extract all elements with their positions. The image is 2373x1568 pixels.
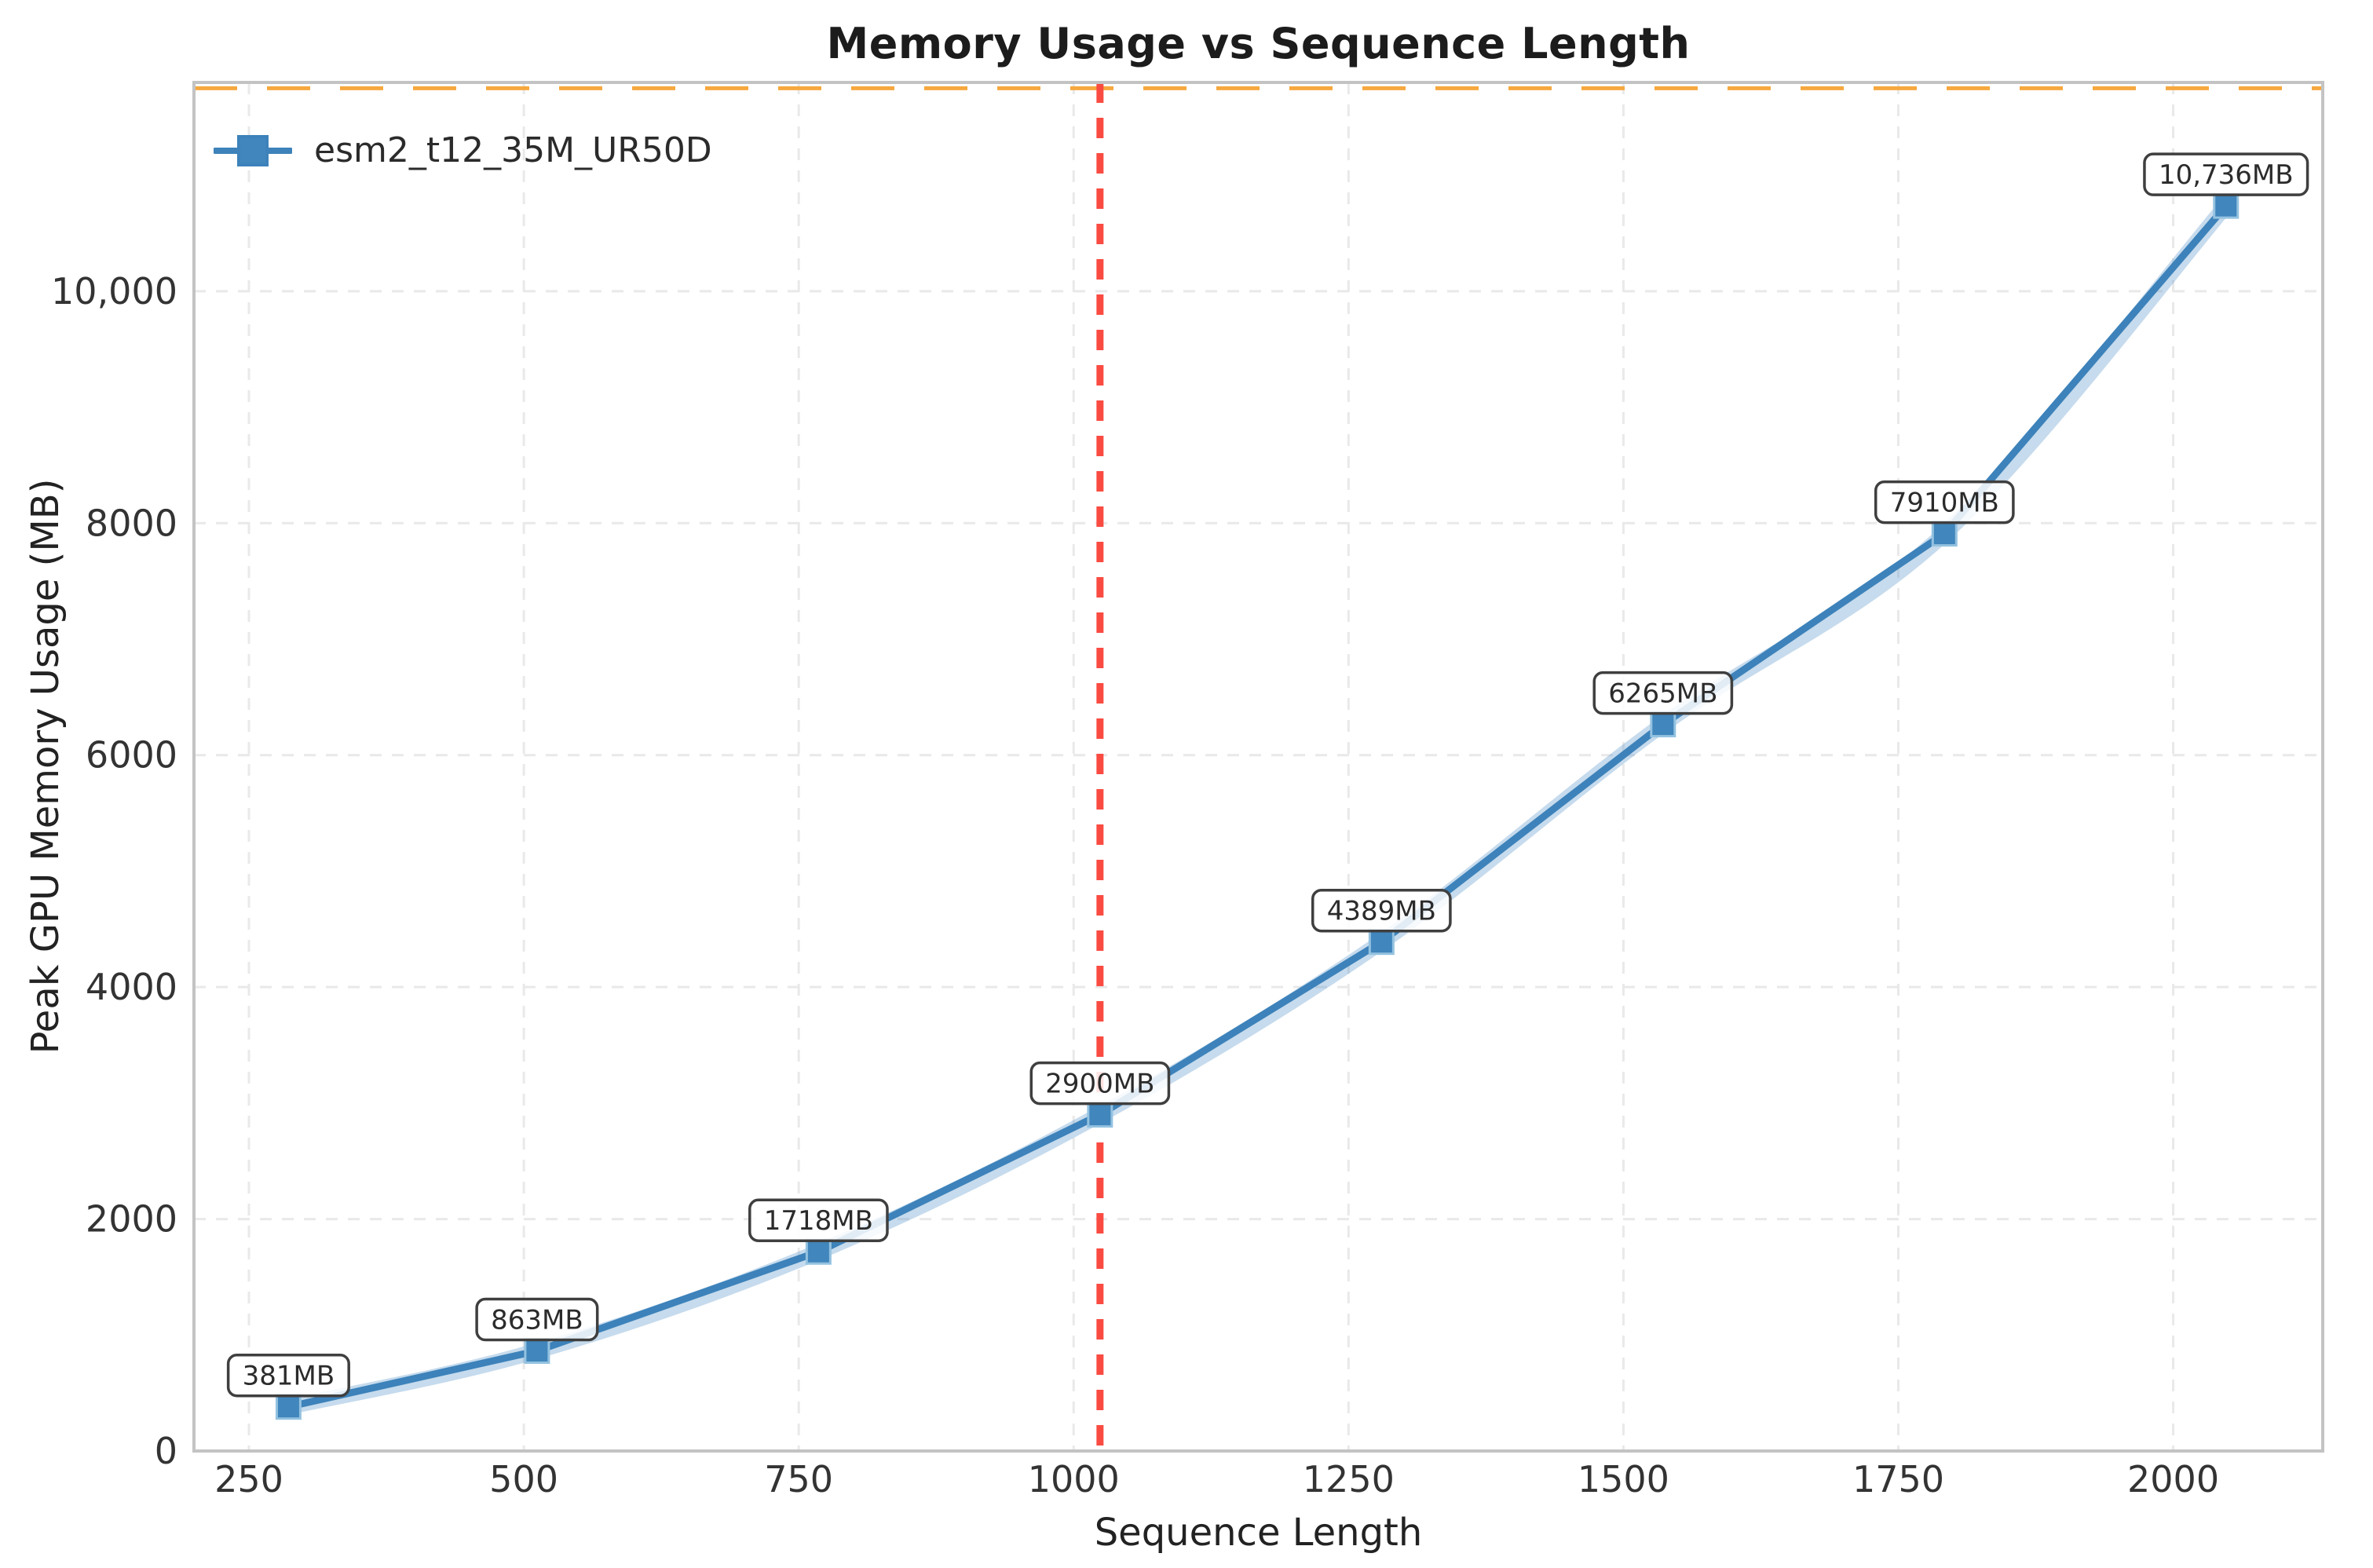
point-label-box <box>2143 152 2309 196</box>
series-trend-band <box>280 198 2234 1415</box>
x-tick-label: 250 <box>214 1458 283 1500</box>
point-label-text: 1718MB <box>764 1205 873 1237</box>
x-tick-label: 750 <box>764 1458 833 1500</box>
x-tick-label: 500 <box>489 1458 558 1500</box>
point-label-box <box>475 1297 599 1342</box>
y-tick-label: 10,000 <box>51 270 177 313</box>
y-tick-label: 6000 <box>86 734 177 777</box>
plot-frame <box>192 81 2324 1453</box>
point-label: 6265MB <box>1592 671 1734 715</box>
y-tick-label: 2000 <box>86 1198 177 1241</box>
series-line <box>284 202 2230 1411</box>
chart-title: Memory Usage vs Sequence Length <box>826 19 1691 68</box>
y-tick-label: 4000 <box>86 966 177 1008</box>
x-tick-label: 1750 <box>1852 1458 1944 1500</box>
point-label-text: 2900MB <box>1045 1069 1154 1100</box>
point-label-text: 863MB <box>491 1305 583 1336</box>
x-tick-label: 1500 <box>1578 1458 1669 1500</box>
point-label-text: 7910MB <box>1890 488 1999 519</box>
x-tick-label: 1250 <box>1303 1458 1395 1500</box>
point-label: 381MB <box>226 1353 350 1398</box>
legend-line-marker-icon <box>214 134 292 166</box>
y-tick-label: 0 <box>155 1430 177 1472</box>
point-label: 7910MB <box>1874 480 2015 524</box>
point-label-box <box>1874 480 2015 524</box>
point-label: 2900MB <box>1029 1061 1171 1106</box>
point-label-box <box>226 1353 350 1398</box>
x-tick-label: 2000 <box>2127 1458 2219 1500</box>
data-point-marker <box>1650 711 1676 738</box>
data-point-marker <box>275 1394 302 1420</box>
point-label-box <box>1311 888 1452 933</box>
point-label: 4389MB <box>1311 888 1452 933</box>
point-label-text: 381MB <box>243 1361 335 1392</box>
legend-label: esm2_t12_35M_UR50D <box>314 130 712 170</box>
point-label-text: 10,736MB <box>2159 159 2294 191</box>
data-point-marker <box>2213 192 2240 219</box>
data-point-marker <box>1368 929 1395 956</box>
data-point-marker <box>524 1338 550 1365</box>
point-label: 1718MB <box>748 1198 889 1242</box>
point-label-text: 6265MB <box>1608 678 1717 710</box>
point-label-text: 4389MB <box>1327 896 1436 927</box>
point-label: 863MB <box>475 1297 599 1342</box>
x-axis-label: Sequence Length <box>1094 1511 1423 1555</box>
point-label-box <box>1029 1061 1171 1106</box>
point-label: 10,736MB <box>2143 152 2309 196</box>
point-label-box <box>1592 671 1734 715</box>
data-point-marker <box>1931 521 1958 547</box>
data-point-marker <box>805 1238 832 1265</box>
x-tick-label: 1000 <box>1028 1458 1120 1500</box>
data-point-marker <box>1087 1102 1113 1128</box>
legend: esm2_t12_35M_UR50D <box>214 130 712 170</box>
point-label-box <box>748 1198 889 1242</box>
y-tick-label: 8000 <box>86 502 177 544</box>
